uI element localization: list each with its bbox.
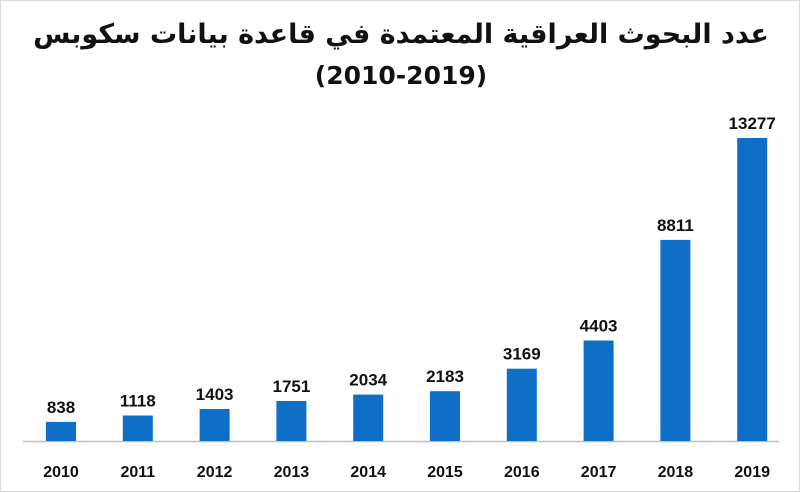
data-label-2013: 1751 (272, 377, 310, 396)
x-tick-label-2019: 2019 (734, 464, 770, 481)
bar-2014 (353, 394, 384, 441)
chart-subtitle: (2010-2019) (314, 61, 488, 90)
x-tick-label-2016: 2016 (504, 464, 540, 481)
x-tick-label-2013: 2013 (274, 464, 310, 481)
x-tick-label-2014: 2014 (350, 464, 386, 481)
bar-2011 (122, 415, 153, 441)
data-label-2019: 13277 (729, 114, 776, 133)
x-tick-label-2018: 2018 (658, 464, 694, 481)
bar-2015 (430, 391, 460, 441)
data-label-2012: 1403 (196, 385, 234, 404)
chart-title: عدد البحوث العراقية المعتمدة في قاعدة بي… (33, 19, 769, 50)
data-label-2014: 2034 (349, 371, 387, 390)
bar-2019 (737, 138, 768, 441)
data-label-2016: 3169 (503, 345, 541, 364)
bar-2010 (46, 421, 76, 441)
bar-2016 (506, 368, 537, 441)
data-label-2018: 8811 (657, 216, 694, 235)
bar-2017 (583, 340, 614, 441)
x-tick-label-2012: 2012 (197, 464, 233, 481)
x-tick-label-2017: 2017 (581, 464, 617, 481)
x-tick-label-2010: 2010 (43, 464, 79, 481)
bar-2013 (276, 401, 307, 441)
x-tick-label-2011: 2011 (120, 464, 155, 481)
data-label-2011: 1118 (120, 392, 156, 411)
data-label-2010: 838 (47, 398, 75, 417)
data-label-2015: 2183 (426, 367, 464, 386)
bar-2018 (660, 239, 691, 441)
bar-2012 (199, 409, 230, 441)
data-label-2017: 4403 (580, 317, 618, 336)
x-tick-label-2015: 2015 (427, 464, 463, 481)
